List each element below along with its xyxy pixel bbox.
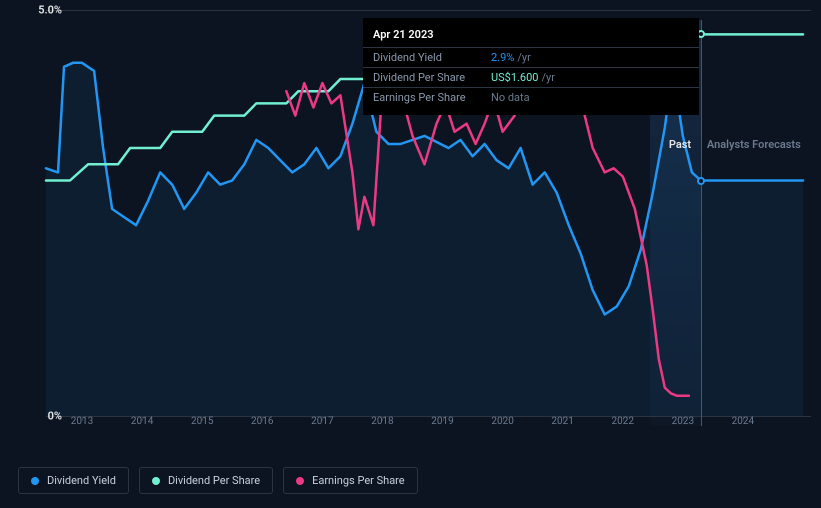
series-fill bbox=[46, 63, 803, 416]
x-axis-label: 2021 bbox=[551, 416, 573, 468]
tooltip-key: Earnings Per Share bbox=[373, 91, 491, 104]
legend-label: Earnings Per Share bbox=[312, 474, 405, 487]
tooltip-unit: /yr bbox=[541, 71, 554, 84]
x-axis-label: 2018 bbox=[371, 416, 393, 468]
tooltip-date: Apr 21 2023 bbox=[363, 26, 699, 47]
forecast-label: Analysts Forecasts bbox=[707, 138, 801, 151]
legend-label: Dividend Per Share bbox=[168, 474, 260, 487]
legend-item[interactable]: Dividend Per Share bbox=[139, 467, 273, 494]
past-forecast-divider bbox=[701, 20, 702, 426]
x-axis-label: 2022 bbox=[612, 416, 634, 468]
chart-tooltip: Apr 21 2023 Dividend Yield2.9%/yrDividen… bbox=[363, 18, 699, 115]
legend-dot-icon bbox=[31, 477, 39, 485]
y-axis-label: 5.0% bbox=[38, 4, 62, 17]
tooltip-row: Dividend Yield2.9%/yr bbox=[363, 47, 699, 67]
x-axis-label: 2023 bbox=[672, 416, 694, 468]
chart-legend: Dividend Yield Dividend Per Share Earnings… bbox=[18, 467, 418, 494]
x-axis-label: 2017 bbox=[311, 416, 333, 468]
tooltip-row: Earnings Per ShareNo data bbox=[363, 87, 699, 107]
tooltip-key: Dividend Per Share bbox=[373, 71, 491, 84]
tooltip-value: No data bbox=[491, 91, 530, 104]
legend-label: Dividend Yield bbox=[47, 474, 116, 487]
legend-dot-icon bbox=[296, 477, 304, 485]
x-axis-label: 2020 bbox=[491, 416, 513, 468]
tooltip-key: Dividend Yield bbox=[373, 51, 491, 64]
dividend-chart: 0% 5.0% 2013 2014 2015 2016 2017 2018 2019 2020 20… bbox=[0, 0, 821, 508]
series-marker bbox=[697, 177, 705, 185]
x-axis-label: 2013 bbox=[71, 416, 93, 468]
x-axis-label: 2024 bbox=[732, 416, 754, 468]
tooltip-value: 2.9% bbox=[491, 51, 514, 64]
tooltip-unit: /yr bbox=[517, 51, 530, 64]
x-axis-label: 2016 bbox=[251, 416, 273, 468]
x-axis-label: 2015 bbox=[191, 416, 213, 468]
x-axis-label: 2014 bbox=[131, 416, 153, 468]
tooltip-row: Dividend Per ShareUS$1.600/yr bbox=[363, 67, 699, 87]
tooltip-value: US$1.600 bbox=[491, 71, 538, 84]
y-axis-label: 0% bbox=[48, 410, 62, 423]
legend-item[interactable]: Earnings Per Share bbox=[283, 467, 418, 494]
past-label: Past bbox=[669, 138, 691, 151]
legend-dot-icon bbox=[152, 477, 160, 485]
x-axis-label: 2019 bbox=[431, 416, 453, 468]
legend-item[interactable]: Dividend Yield bbox=[18, 467, 129, 494]
